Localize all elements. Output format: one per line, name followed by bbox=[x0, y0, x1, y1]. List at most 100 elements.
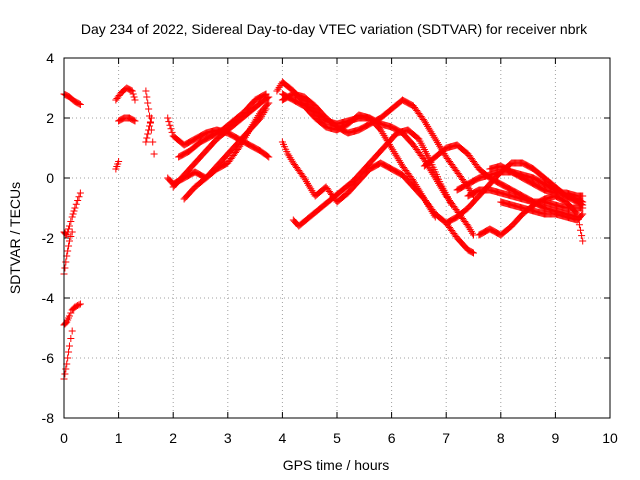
data-point bbox=[427, 128, 435, 136]
data-point bbox=[68, 327, 76, 335]
data-point bbox=[431, 135, 439, 143]
data-point bbox=[389, 146, 397, 154]
data-point bbox=[144, 99, 152, 107]
data-point bbox=[65, 348, 73, 356]
data-point bbox=[70, 207, 78, 215]
data-point bbox=[168, 128, 176, 136]
data-point bbox=[468, 229, 476, 237]
data-point bbox=[265, 153, 273, 161]
data-point bbox=[286, 154, 294, 162]
data-point bbox=[304, 179, 312, 187]
data-point bbox=[166, 121, 174, 129]
data-point bbox=[75, 193, 83, 201]
data-point bbox=[385, 140, 393, 148]
data-point bbox=[145, 126, 153, 134]
data-point bbox=[429, 131, 437, 139]
data-point bbox=[65, 237, 73, 245]
chart-title: Day 234 of 2022, Sidereal Day-to-day VTE… bbox=[81, 21, 588, 37]
data-point bbox=[425, 124, 433, 132]
data-point bbox=[71, 204, 79, 212]
data-point bbox=[67, 233, 75, 240]
data-point bbox=[142, 138, 150, 146]
data-point bbox=[383, 137, 391, 145]
data-point bbox=[379, 130, 387, 138]
x-tick-label: 10 bbox=[602, 430, 618, 446]
data-point bbox=[131, 117, 139, 125]
x-tick-label: 3 bbox=[224, 430, 232, 446]
data-point bbox=[76, 300, 84, 308]
data-point bbox=[261, 91, 269, 99]
data-point bbox=[67, 218, 75, 225]
data-point bbox=[128, 87, 136, 95]
data-point bbox=[431, 213, 439, 221]
data-point bbox=[146, 122, 154, 130]
data-point bbox=[75, 100, 83, 108]
y-tick-label: -8 bbox=[42, 410, 55, 426]
data-point bbox=[435, 140, 443, 148]
x-axis-label: GPS time / hours bbox=[283, 457, 390, 473]
x-tick-label: 9 bbox=[552, 430, 560, 446]
data-point bbox=[262, 90, 270, 98]
data-point bbox=[396, 158, 404, 166]
data-point bbox=[301, 176, 309, 184]
x-tick-label: 5 bbox=[333, 430, 341, 446]
data-point bbox=[579, 198, 587, 206]
data-point bbox=[378, 128, 386, 136]
data-point bbox=[264, 100, 272, 108]
data-point bbox=[416, 188, 424, 196]
data-point bbox=[72, 200, 80, 208]
data-point bbox=[147, 114, 155, 122]
data-point bbox=[275, 83, 283, 91]
data-point bbox=[62, 258, 70, 266]
y-tick-label: -6 bbox=[42, 350, 55, 366]
data-point bbox=[423, 121, 431, 129]
data-point bbox=[130, 116, 138, 124]
data-point bbox=[61, 370, 69, 378]
data-point bbox=[143, 134, 151, 142]
data-point bbox=[448, 201, 456, 209]
data-point bbox=[412, 181, 420, 189]
data-point bbox=[428, 208, 436, 216]
data-point bbox=[465, 224, 473, 232]
data-point bbox=[424, 200, 432, 208]
data-point bbox=[420, 117, 428, 125]
data-point bbox=[432, 137, 440, 145]
data-point bbox=[273, 87, 281, 95]
data-point bbox=[387, 142, 395, 150]
data-point bbox=[307, 185, 315, 193]
data-point bbox=[426, 204, 434, 212]
data-point bbox=[420, 195, 428, 203]
data-point bbox=[468, 248, 476, 256]
data-point bbox=[421, 197, 429, 205]
data-point bbox=[433, 139, 441, 147]
data-point bbox=[427, 206, 435, 214]
data-point bbox=[259, 110, 267, 118]
data-point bbox=[67, 309, 75, 317]
data-point bbox=[149, 138, 157, 146]
data-point bbox=[436, 142, 444, 150]
data-point bbox=[426, 126, 434, 134]
x-tick-label: 8 bbox=[497, 430, 505, 446]
data-point bbox=[65, 342, 73, 350]
data-point bbox=[300, 174, 308, 182]
data-point bbox=[419, 193, 427, 201]
data-point bbox=[393, 153, 401, 161]
data-point bbox=[578, 211, 586, 219]
data-point bbox=[167, 125, 175, 133]
data-point bbox=[74, 197, 82, 204]
y-tick-label: 0 bbox=[46, 170, 54, 186]
data-point bbox=[260, 109, 268, 117]
data-point bbox=[417, 190, 425, 198]
data-point bbox=[76, 189, 84, 197]
x-tick-label: 1 bbox=[115, 430, 123, 446]
data-point bbox=[130, 93, 138, 101]
data-point bbox=[578, 232, 586, 240]
data-point bbox=[65, 312, 73, 320]
data-point bbox=[414, 184, 422, 192]
data-point bbox=[424, 122, 432, 130]
data-point bbox=[64, 247, 72, 255]
data-point bbox=[377, 126, 385, 134]
data-point bbox=[261, 107, 269, 115]
x-tick-label: 7 bbox=[442, 430, 450, 446]
